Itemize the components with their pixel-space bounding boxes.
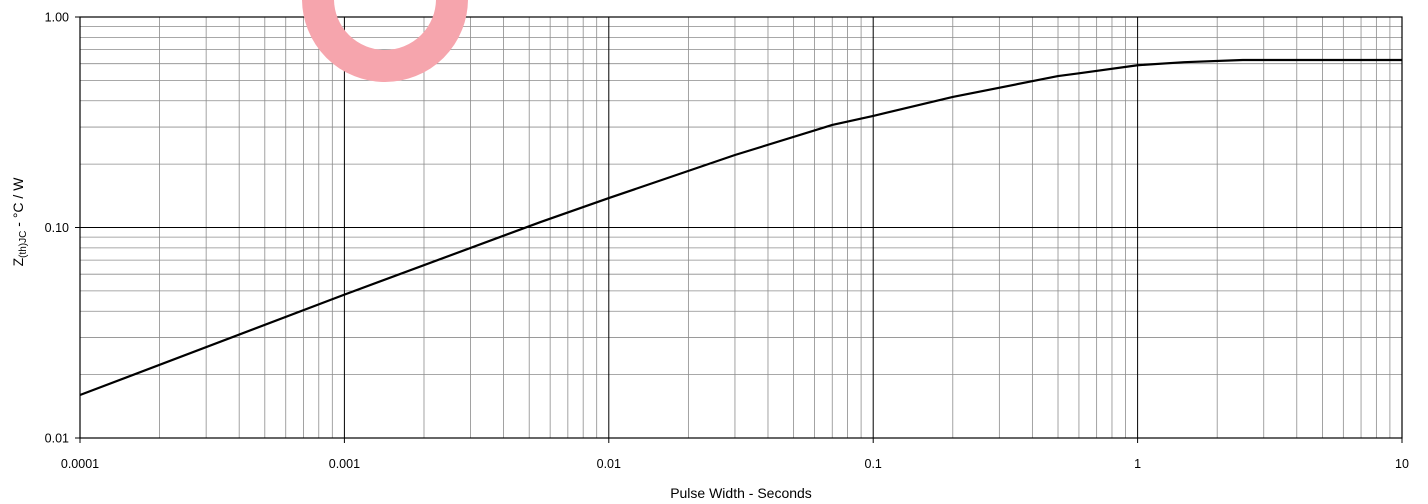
y-axis-title-suffix: - °C / W — [10, 177, 26, 231]
x-tick-label: 1 — [1134, 457, 1141, 471]
y-tick-label: 0.01 — [45, 432, 69, 446]
x-axis-title: Pulse Width - Seconds — [670, 485, 812, 501]
x-tick-label: 10 — [1395, 457, 1409, 471]
grid — [79, 16, 1403, 439]
y-tick-label: 0.10 — [45, 221, 69, 235]
x-tick-label: 0.001 — [329, 457, 360, 471]
watermark-ring — [302, 0, 468, 82]
axis-ticks: 0.0001 0.001 0.01 0.1 1 10 1.00 0.10 0.01 — [45, 11, 1409, 472]
y-tick-label: 1.00 — [45, 11, 69, 25]
series — [79, 58, 1402, 397]
impedance-curve — [79, 58, 1402, 397]
x-tick-label: 0.1 — [865, 457, 882, 471]
x-tick-label: 0.0001 — [61, 457, 99, 471]
y-axis-title: Z(th)JC - °C / W — [10, 177, 29, 267]
y-axis-title-subscript: (th)JC — [18, 231, 29, 258]
y-axis-title-main: Z — [10, 257, 26, 266]
x-tick-label: 0.01 — [597, 457, 621, 471]
